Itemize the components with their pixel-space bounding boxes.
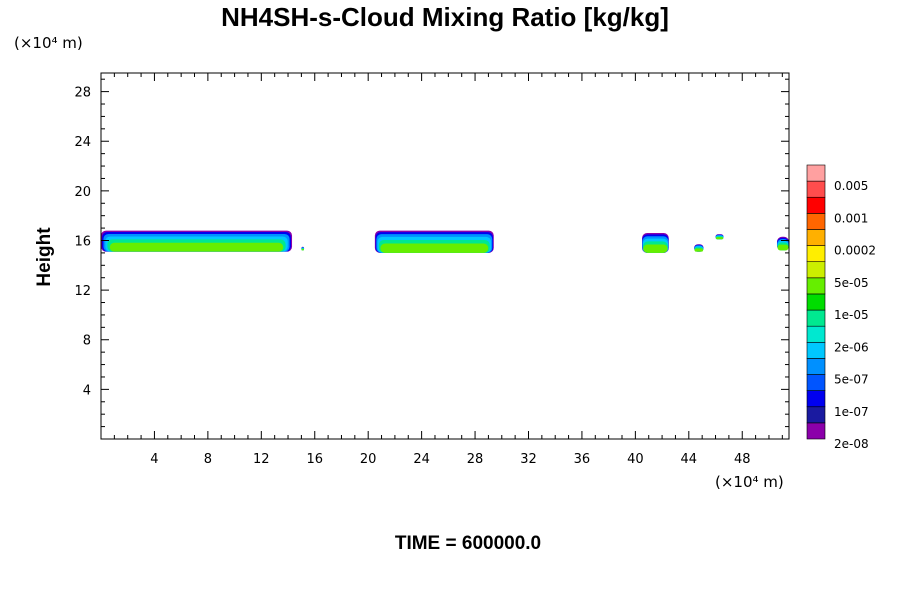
cloud-region-5 <box>694 244 704 252</box>
y-tick-label: 8 <box>83 334 91 349</box>
plot-frame <box>100 72 790 440</box>
x-tick-label: 16 <box>306 452 323 467</box>
x-tick-label: 28 <box>467 452 484 467</box>
colorbar-swatch <box>806 245 826 263</box>
colorbar-swatch <box>806 422 826 440</box>
x-tick-label: 32 <box>520 452 537 467</box>
x-tick-label: 48 <box>734 452 751 467</box>
cloud-fill-layer <box>101 230 789 253</box>
y-tick-label: 12 <box>74 284 91 299</box>
cloud-band <box>715 237 724 240</box>
chart-title: NH4SH-s-Cloud Mixing Ratio [kg/kg] <box>221 2 669 32</box>
colorbar-swatch <box>806 213 826 230</box>
x-tick-label: 20 <box>360 452 377 467</box>
cloud-band <box>109 242 284 252</box>
y-tick-label: 16 <box>74 234 91 249</box>
colorbar-swatch <box>806 261 826 279</box>
y-axis-ticks: 4 8 12 16 20 24 28 <box>74 78 789 428</box>
x-tick-label: 8 <box>204 452 212 467</box>
colorbar-label: 0.005 <box>834 179 868 193</box>
colorbar-label: 2e-08 <box>834 437 869 451</box>
x-unit-label: (×10⁴ m) <box>715 473 784 491</box>
x-tick-label: 24 <box>413 452 430 467</box>
cloud-band <box>777 244 789 251</box>
cloud-region-1 <box>101 230 293 252</box>
cloud-region-4 <box>642 233 669 253</box>
colorbar-swatch <box>806 309 826 327</box>
cloud-region-3 <box>374 230 494 253</box>
colorbar-swatch <box>806 164 826 182</box>
cloud-band <box>643 244 668 253</box>
cloud-band <box>694 248 704 252</box>
cloud-band <box>380 243 489 253</box>
colorbar-label: 0.0002 <box>834 244 876 258</box>
y-tick-label: 20 <box>74 185 91 200</box>
cloud-region-7 <box>776 236 789 251</box>
x-tick-label: 44 <box>681 452 698 467</box>
cloud-band <box>301 248 304 251</box>
colorbar-swatch <box>806 229 826 246</box>
colorbar-swatch <box>806 325 826 343</box>
colorbar-label: 1e-07 <box>834 405 869 419</box>
colorbar-swatch <box>806 390 826 408</box>
colorbar-swatch <box>806 277 826 295</box>
colorbar-swatch <box>806 406 826 424</box>
y-axis-label: Height <box>34 227 55 287</box>
colorbar-label: 5e-05 <box>834 276 869 290</box>
x-tick-label: 36 <box>574 452 591 467</box>
x-tick-label: 12 <box>253 452 270 467</box>
x-axis-ticks: 4 8 12 16 20 24 28 32 36 40 44 48 <box>113 73 783 467</box>
y-tick-label: 4 <box>83 383 91 398</box>
colorbar-label: 1e-05 <box>834 308 869 322</box>
colorbar-swatch <box>806 341 826 359</box>
colorbar-label: 0.001 <box>834 211 868 225</box>
colorbar-swatch <box>806 196 826 214</box>
colorbar-swatch <box>806 180 826 198</box>
colorbar: 0.005 0.001 0.0002 5e-05 1e-05 2e-06 5e-07 1e-0… <box>806 164 876 451</box>
colorbar-label: 5e-07 <box>834 373 869 387</box>
x-tick-label: 4 <box>150 452 158 467</box>
time-label: TIME = 600000.0 <box>395 533 541 554</box>
y-tick-label: 24 <box>74 135 91 150</box>
colorbar-swatch <box>806 293 826 311</box>
y-tick-label: 28 <box>74 86 91 101</box>
colorbar-swatch <box>806 374 826 391</box>
cloud-region-2 <box>301 246 305 251</box>
y-unit-label: (×10⁴ m) <box>14 34 83 52</box>
x-tick-label: 40 <box>627 452 644 467</box>
cloud-region-6 <box>715 234 724 240</box>
colorbar-swatch <box>806 358 826 375</box>
colorbar-label: 2e-06 <box>834 340 869 354</box>
